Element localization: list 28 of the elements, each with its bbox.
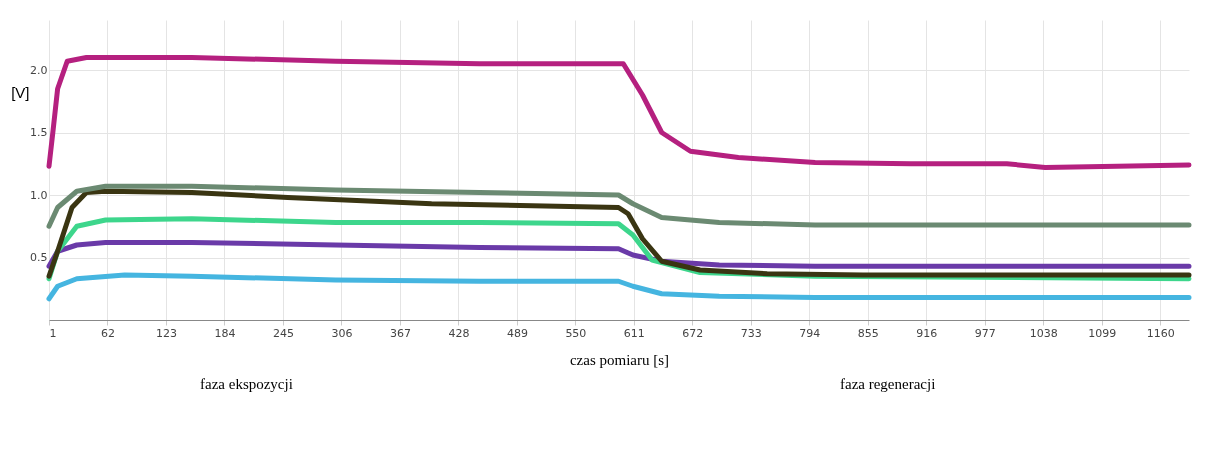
x-axis-title: czas pomiaru [s] bbox=[569, 351, 670, 368]
x-tick-label: 428 bbox=[448, 326, 470, 340]
x-tick-label: 855 bbox=[857, 326, 879, 340]
x-tick-label: 977 bbox=[974, 326, 996, 340]
x-tick-label: 794 bbox=[799, 326, 821, 340]
x-tick-label: 1038 bbox=[1029, 326, 1058, 340]
y-tick-label: 0.5 bbox=[30, 251, 48, 264]
x-tick-label: 916 bbox=[916, 326, 938, 340]
x-tick-label: 611 bbox=[623, 326, 645, 340]
x-tick-label: 306 bbox=[331, 326, 353, 340]
text: faza regeneracji bbox=[840, 376, 936, 393]
y-axis-title: [V] bbox=[11, 83, 30, 101]
x-tick-label: 245 bbox=[272, 326, 294, 340]
x-tick-label: 1160 bbox=[1146, 326, 1175, 340]
text: faza ekspozycji bbox=[200, 376, 293, 393]
x-tick-label: 672 bbox=[682, 326, 704, 340]
x-tick-label: 1099 bbox=[1088, 326, 1117, 340]
x-tick-label: 733 bbox=[740, 326, 762, 340]
y-tick-label: 1.0 bbox=[30, 188, 48, 202]
x-tick-label: 123 bbox=[155, 326, 177, 340]
x-tick-label: 550 bbox=[565, 326, 587, 340]
x-tick-label: 1 bbox=[49, 326, 57, 340]
x-tick-label: 62 bbox=[100, 326, 115, 340]
y-tick-label: 2.0 bbox=[30, 63, 48, 77]
y-tick-label: 1.5 bbox=[30, 126, 48, 139]
x-tick-label: 367 bbox=[389, 326, 411, 340]
x-tick-label: 489 bbox=[506, 326, 528, 340]
x-tick-label: 184 bbox=[214, 326, 236, 340]
